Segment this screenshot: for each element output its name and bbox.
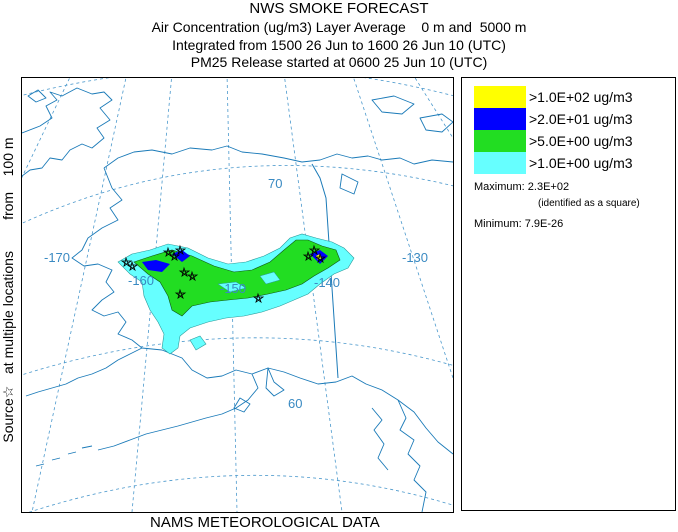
legend-swatch-blue <box>474 108 526 130</box>
latitude-lines <box>22 78 453 512</box>
label-lat-70: 70 <box>268 176 282 191</box>
coastlines <box>22 87 453 512</box>
minimum-value: Minimum: 7.9E-26 <box>474 218 564 230</box>
plume-hole <box>259 271 281 285</box>
plume-hole <box>217 281 247 293</box>
source-description: Source☆ at multiple locations from 100 m <box>0 137 16 443</box>
label-lon-150: -150 <box>220 281 246 296</box>
source-star <box>308 244 321 256</box>
source-markers <box>120 244 327 304</box>
legend-panel: >1.0E+02 ug/m3 >2.0E+01 ug/m3 >5.0E+00 u… <box>461 77 676 511</box>
release-info: PM25 Release started at 0600 25 Jun 10 (… <box>190 54 488 70</box>
south-coast <box>141 347 453 455</box>
legend-item-cyan: >1.0E+00 ug/m3 <box>474 152 674 174</box>
source-star <box>174 244 187 256</box>
legend-swatch-yellow <box>474 86 526 108</box>
legend-label: >1.0E+00 ug/m3 <box>529 155 633 171</box>
integration-period: Integrated from 1500 26 Jun to 1600 26 J… <box>172 37 506 53</box>
source-star <box>186 270 199 282</box>
arctic-island <box>339 173 359 195</box>
label-lon-170: -170 <box>44 250 70 265</box>
plume-high-concentration <box>172 250 190 262</box>
label-lon-160: -160 <box>128 273 154 288</box>
source-star <box>174 288 187 300</box>
source-star <box>302 250 315 262</box>
label-lat-60: 60 <box>288 396 302 411</box>
arctic-island <box>419 113 453 133</box>
smoke-plume <box>117 233 355 355</box>
island <box>27 89 47 103</box>
kodiak-island <box>233 397 251 413</box>
longitude-line-160 <box>131 78 172 512</box>
plume-high-concentration <box>142 260 170 272</box>
legend-label: >5.0E+00 ug/m3 <box>529 133 633 149</box>
legend-item-blue: >2.0E+01 ug/m3 <box>474 108 674 130</box>
label-lon-140: -140 <box>314 275 340 290</box>
longitude-line <box>22 78 71 179</box>
legend-label: >2.0E+01 ug/m3 <box>529 111 633 127</box>
map-panel: 70 60 -170 -160 -150 -140 -130 <box>21 77 454 513</box>
southeast-islands <box>371 407 389 471</box>
concentration-description: Air Concentration (ug/m3) Layer Average … <box>151 19 527 35</box>
source-star <box>178 266 191 278</box>
source-star <box>126 260 139 272</box>
longitude-line-130 <box>353 78 453 379</box>
graticule-labels: 70 60 -170 -160 -150 -140 -130 <box>44 176 428 411</box>
maximum-value: Maximum: 2.3E+02 <box>474 181 570 193</box>
longitude-line-140 <box>284 78 343 512</box>
alaska-peninsula <box>97 373 259 451</box>
legend-label: >1.0E+02 ug/m3 <box>529 89 633 105</box>
western-coast <box>25 167 143 397</box>
longitude-line-170 <box>31 78 127 512</box>
alaska-map: 70 60 -170 -160 -150 -140 -130 <box>22 78 453 512</box>
source-star <box>252 292 265 304</box>
longitude-lines <box>22 78 453 512</box>
siberia-coast <box>22 87 113 177</box>
arctic-island <box>371 95 415 115</box>
maximum-note: (identified as a square) <box>538 198 640 209</box>
southeast-coast <box>397 399 427 512</box>
legend-swatch-cyan <box>474 152 526 174</box>
latitude-line <box>22 78 453 97</box>
latitude-line-60 <box>22 337 453 376</box>
legend-item-yellow: >1.0E+02 ug/m3 <box>474 86 674 108</box>
legend-item-green: >5.0E+00 ug/m3 <box>474 130 674 152</box>
arctic-coast <box>103 145 453 169</box>
latitude-line-70 <box>22 165 453 224</box>
latitude-line <box>28 474 453 512</box>
kenai-peninsula <box>265 367 285 397</box>
aleutian-islands <box>35 445 93 467</box>
longitude-line-150 <box>226 78 238 512</box>
longitude-line <box>414 78 453 139</box>
legend-swatch-green <box>474 130 526 152</box>
data-source-footer: NAMS METEOROLOGICAL DATA <box>150 514 380 531</box>
plume-patch <box>189 335 207 351</box>
source-star <box>314 252 327 264</box>
label-lon-130: -130 <box>402 250 428 265</box>
forecast-title: NWS SMOKE FORECAST <box>249 0 429 17</box>
source-star <box>168 250 181 262</box>
